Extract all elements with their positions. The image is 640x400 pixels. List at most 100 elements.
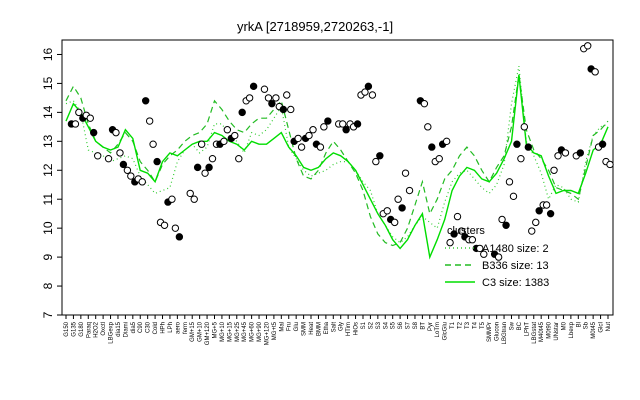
data-point [294,134,302,143]
y-axis: 7 8 9 10 11 12 13 14 15 16 [41,47,62,318]
x-tick-label: LoTm [435,322,441,337]
x-tick-label: M0 [561,321,567,330]
data-point [424,123,432,131]
x-tick-label: G180 [79,321,85,336]
y-tick-label: 10 [41,221,55,235]
x-tick-label: S1 [361,321,367,329]
x-tick-label: S4 [383,321,389,329]
data-point [168,195,176,203]
data-point [149,140,157,148]
data-point [368,91,377,99]
x-tick-label: MG+120 [264,321,270,345]
x-tick-label: Heat [309,322,315,335]
series-line-dotted [65,65,609,244]
data-point [193,163,202,172]
x-tick-label: HiOs [354,322,360,335]
data-point [394,195,402,203]
data-point [606,160,614,169]
x-tick-label: MG+t5 [272,321,278,340]
x-tick-label: HTim [346,322,352,336]
x-tick-label: Glucon [495,322,501,341]
data-point [339,120,347,128]
data-point [264,94,273,102]
data-point [505,178,514,186]
legend-label: C3 size: 1383 [482,277,549,289]
x-tick-label: GM+15 [190,321,196,342]
x-tick-label: G135 [71,321,77,336]
x-tick-label: S8 [413,321,419,329]
data-point [112,128,120,137]
data-point [245,94,254,102]
x-tick-label: T3 [465,321,471,329]
data-point [517,154,525,163]
data-point [268,99,276,108]
data-point [119,160,128,169]
data-point [71,120,80,128]
x-tick-label: LPh [168,322,174,333]
data-point [468,236,477,244]
data-point [524,143,533,151]
data-point [260,85,269,93]
data-point [309,126,317,134]
data-point [160,221,169,229]
data-point [201,169,209,177]
x-tick-label: Paraq [86,322,92,338]
data-point [376,152,384,160]
data-point [116,149,124,157]
data-point [208,154,217,163]
x-tick-label: MG+10 [220,321,226,342]
data-point [89,128,98,137]
data-point [138,178,146,186]
data-point [305,131,313,140]
data-point [401,169,410,177]
y-tick-label: 15 [41,76,55,90]
data-point [390,218,399,227]
data-point [509,192,518,201]
y-tick-label: 14 [41,105,55,119]
x-tick-label: Sw [509,321,515,330]
x-tick-label: M0t90 [547,321,553,338]
y-tick-label: 12 [41,163,55,177]
data-point [435,154,443,163]
data-point [457,227,466,235]
data-point [93,152,102,160]
data-point [231,131,239,140]
x-tick-label: HPh [161,322,167,334]
data-point [287,105,295,114]
data-point [498,215,506,224]
data-point [502,221,510,229]
data-point [297,143,306,151]
x-tick-label: BMM [316,322,322,336]
data-point [342,126,350,134]
x-axis: G150 G135 G180 Paraq H2O2 Oxctl LBGexp dia15 Dia… [64,315,612,345]
data-point [123,166,132,174]
legend-title: clusters [447,225,485,237]
data-point [364,82,373,91]
x-tick-label: LPhT [524,322,530,337]
data-point [453,212,462,221]
data-point [249,82,258,91]
data-point [316,143,325,151]
x-tick-label: MG+90 [257,321,263,342]
data-point [591,68,599,76]
data-point [145,117,154,125]
x-tick-label: M0t45 [591,321,597,338]
y-tick-label: 9 [41,253,55,260]
x-tick-label: Cold [153,322,159,334]
x-tick-label: ferm [183,322,189,334]
x-tick-label: Nut [606,322,612,332]
data-point [532,218,540,227]
y-tick-label: 13 [41,134,55,148]
data-point [205,163,213,172]
data-point [127,172,135,180]
x-tick-label: BT [420,322,426,330]
x-tick-label: MG+15 [227,321,233,342]
x-tick-label: Fru [287,322,293,331]
data-point [428,143,436,151]
x-tick-label: LBGexp [109,321,115,343]
data-point [546,209,555,218]
x-tick-label: T5 [480,321,486,329]
data-point [398,204,406,212]
x-tick-label: GM+10 [198,321,204,342]
x-tick-label: S3 [376,321,382,329]
